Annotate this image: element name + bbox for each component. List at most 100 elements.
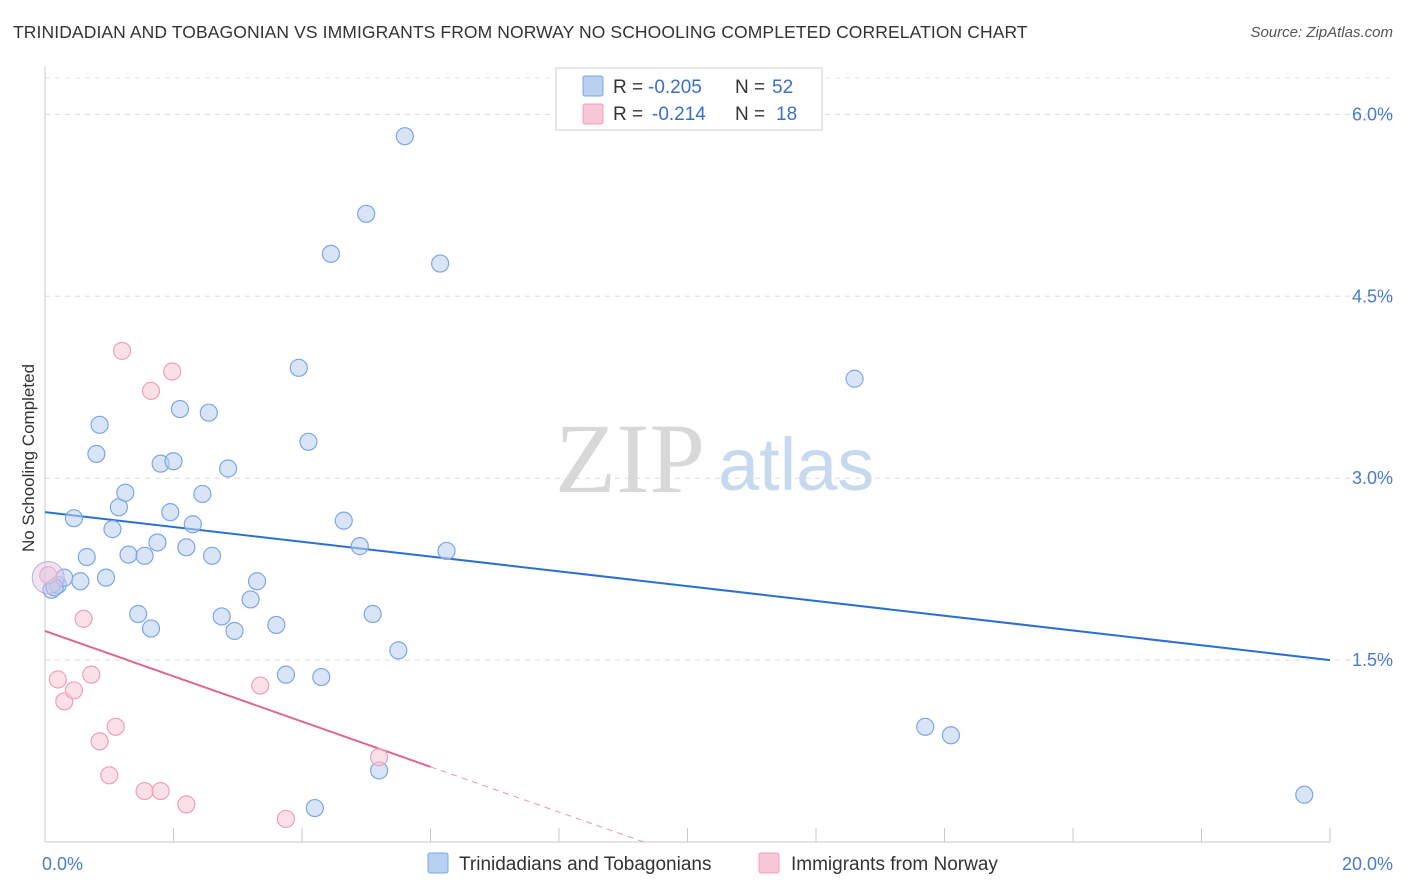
data-point xyxy=(48,670,67,689)
data-point xyxy=(64,681,84,700)
data-point xyxy=(267,615,286,635)
series-points-0 xyxy=(42,127,1314,818)
data-point xyxy=(363,604,382,624)
data-point xyxy=(141,381,161,400)
data-point xyxy=(1295,785,1314,804)
data-point xyxy=(151,781,170,801)
data-point xyxy=(941,726,961,745)
watermark-atlas: atlas xyxy=(718,423,874,506)
data-point xyxy=(103,520,122,539)
data-point xyxy=(312,667,331,687)
legend-swatch-trinidadian xyxy=(582,75,604,97)
y-tick-label: 4.5% xyxy=(1352,286,1393,306)
data-point xyxy=(321,244,341,263)
data-point xyxy=(845,369,864,388)
data-point xyxy=(395,127,414,146)
data-point xyxy=(77,547,96,567)
data-point xyxy=(225,621,244,641)
data-point xyxy=(90,732,109,751)
data-point xyxy=(87,444,106,464)
data-point xyxy=(350,537,369,556)
data-point xyxy=(199,403,218,422)
watermark: ZIP atlas xyxy=(555,403,874,514)
data-point xyxy=(170,399,190,419)
data-point xyxy=(161,503,180,522)
legend-r-value-0: -0.205 xyxy=(648,77,702,98)
y-tick-label: 1.5% xyxy=(1352,650,1393,670)
trend-line-1 xyxy=(44,630,431,768)
data-point xyxy=(177,538,196,557)
legend-r-label-0: R = xyxy=(613,77,643,98)
data-point-cluster xyxy=(31,561,65,595)
data-point xyxy=(202,546,222,565)
data-point xyxy=(141,619,161,638)
watermark-zip: ZIP xyxy=(555,403,705,514)
correlation-legend: R = -0.205 N = 52 R = -0.214 N = 18 xyxy=(555,67,823,131)
series-legend-label-trinidadian: Trinidadians and Tobagonians xyxy=(459,854,711,875)
data-point xyxy=(431,254,450,273)
data-point xyxy=(39,566,58,585)
data-point xyxy=(129,604,148,624)
series-legend-swatch-norway xyxy=(758,852,780,874)
data-point xyxy=(64,509,84,528)
y-tick-label: 3.0% xyxy=(1352,468,1393,488)
gridlines xyxy=(45,77,1395,661)
data-point xyxy=(276,809,296,829)
legend-n-value-0: 52 xyxy=(772,77,793,98)
y-tick-label: 6.0% xyxy=(1352,104,1393,124)
data-point xyxy=(305,798,324,818)
data-point xyxy=(177,795,196,814)
data-point xyxy=(193,484,212,504)
data-point xyxy=(357,204,376,223)
legend-n-label-1: N = xyxy=(735,104,765,125)
data-point xyxy=(71,572,90,591)
series-legend-label-norway: Immigrants from Norway xyxy=(791,854,998,875)
data-point xyxy=(247,572,267,591)
data-point xyxy=(437,541,456,561)
data-point xyxy=(241,590,260,609)
series-points-1 xyxy=(39,341,389,829)
data-point xyxy=(135,781,154,801)
x-tick-label: 20.0% xyxy=(1342,854,1393,874)
data-points xyxy=(31,127,1314,829)
axes xyxy=(44,66,1331,843)
tick-labels: 1.5% 3.0% 4.5% 6.0% 0.0% 20.0% xyxy=(42,104,1393,874)
series-legend-swatch-trinidadian xyxy=(427,852,449,874)
data-point xyxy=(74,609,93,628)
data-point xyxy=(106,717,125,736)
data-point xyxy=(183,515,202,534)
data-point xyxy=(112,341,132,360)
series-legend: Trinidadians and Tobagonians Immigrants … xyxy=(427,852,998,875)
chart-title: TRINIDADIAN AND TOBAGONIAN VS IMMIGRANTS… xyxy=(13,22,1028,42)
data-point xyxy=(916,717,935,736)
data-point xyxy=(219,459,238,478)
data-point xyxy=(119,545,138,564)
y-axis-label: No Schooling Completed xyxy=(19,364,38,552)
data-point xyxy=(370,748,389,767)
data-point xyxy=(289,358,308,377)
legend-n-value-1: 18 xyxy=(776,104,797,125)
data-point xyxy=(135,546,154,565)
data-point xyxy=(299,432,318,451)
data-point xyxy=(82,665,101,684)
data-point xyxy=(389,641,408,660)
data-point xyxy=(96,568,116,587)
data-point xyxy=(164,452,183,471)
legend-r-value-1: -0.214 xyxy=(652,104,706,125)
data-point xyxy=(90,415,109,434)
data-point xyxy=(212,607,231,626)
data-point xyxy=(334,511,353,530)
data-point xyxy=(100,766,119,785)
x-tick-label: 0.0% xyxy=(42,854,83,874)
data-point xyxy=(163,362,182,381)
legend-r-label-1: R = xyxy=(613,104,643,125)
data-point xyxy=(276,665,296,684)
legend-swatch-norway xyxy=(582,103,604,125)
trend-lines xyxy=(44,511,1331,843)
legend-n-label-0: N = xyxy=(735,77,765,98)
trend-line-extension-1 xyxy=(430,766,645,843)
source-label: Source: ZipAtlas.com xyxy=(1250,24,1393,41)
trend-line-0 xyxy=(44,511,1331,662)
data-point xyxy=(148,533,167,552)
